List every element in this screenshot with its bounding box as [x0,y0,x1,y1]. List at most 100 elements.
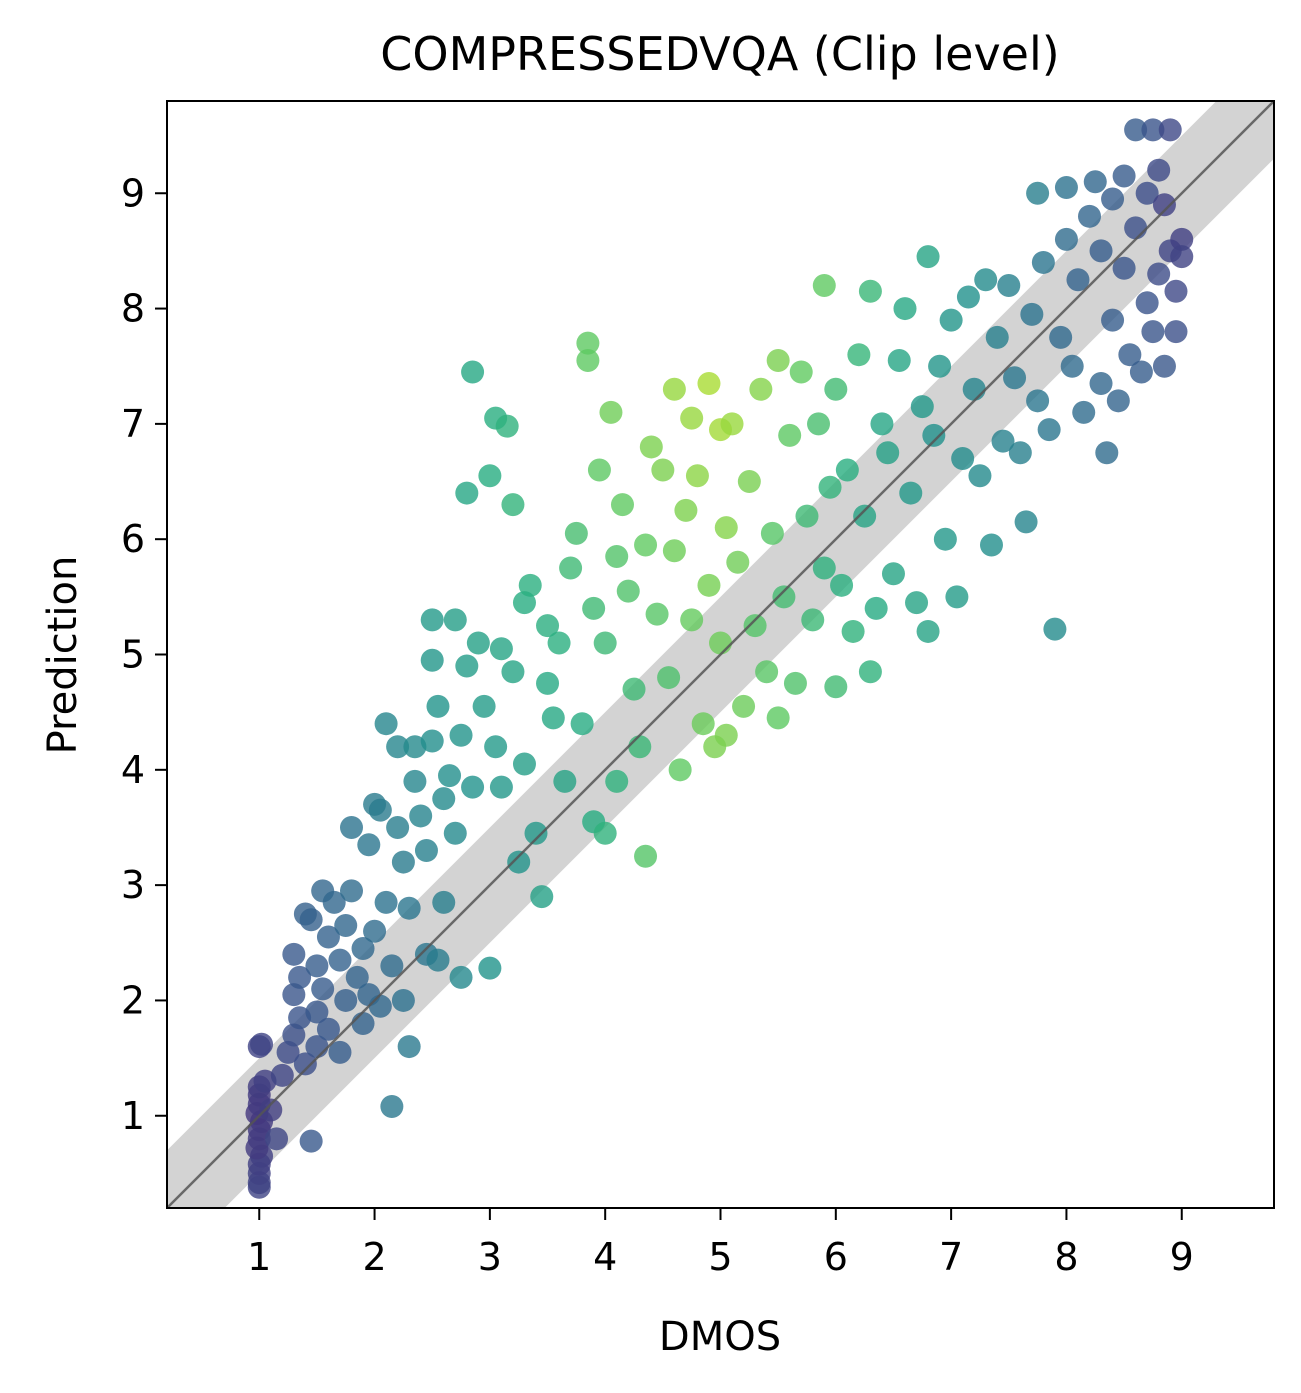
data-point [322,890,346,914]
data-point [340,815,363,839]
data-point [501,493,525,517]
data-point [945,585,969,609]
data-point [824,377,848,401]
data-point [755,660,779,684]
data-point [1089,239,1113,263]
y-tick-label: 1 [121,1094,145,1138]
data-point [893,297,917,321]
data-point [887,348,911,372]
data-point [1152,193,1176,217]
data-point [386,735,410,759]
data-point [334,988,358,1012]
data-point [455,654,479,678]
y-tick-label: 4 [121,748,145,792]
data-point [414,839,438,863]
data-point [282,942,306,966]
chart-title: COMPRESSEDVQA (Clip level) [380,27,1059,81]
data-point [478,464,502,488]
data-point [997,274,1021,297]
data-point [766,348,790,372]
data-point [1095,441,1119,465]
data-point [472,694,496,718]
data-point [985,325,1009,349]
y-tick-label: 2 [121,978,145,1022]
data-point [587,458,611,482]
data-point [449,965,473,989]
data-point [288,965,312,989]
data-point [818,475,842,499]
data-point [662,539,686,563]
data-point [709,631,732,655]
data-point [559,556,583,580]
data-point [824,675,848,699]
data-point [328,1040,352,1064]
y-axis-label: Prediction [40,556,86,755]
data-point [628,735,652,759]
data-point [599,400,623,424]
data-point [340,879,363,903]
data-point [316,925,340,949]
data-point [1026,389,1050,413]
x-tick-label: 8 [1054,1235,1078,1279]
identity-line [167,101,1274,1208]
data-point [461,360,485,384]
data-point [351,1012,375,1035]
data-point [432,787,456,811]
data-point [916,245,940,269]
data-point [1043,617,1067,641]
data-point [1054,175,1078,199]
data-point [1020,302,1044,326]
data-point [1170,227,1194,251]
data-point [1066,268,1090,292]
data-point [305,1000,329,1024]
data-point [1147,262,1171,286]
data-point [1141,118,1165,142]
data-point [397,896,421,920]
plot-area [167,101,1274,1208]
data-point [639,435,663,459]
data-point [403,735,427,759]
data-point [979,533,1003,557]
data-point [760,521,784,545]
data-point [259,1098,283,1122]
data-points [245,118,1194,1199]
data-point [536,614,560,638]
data-point [691,712,715,736]
data-point [910,395,934,419]
data-point [974,268,998,292]
data-point [858,279,882,303]
data-point [991,429,1015,453]
data-point [1089,372,1113,396]
data-point [916,619,940,643]
data-point [783,671,807,695]
data-point [737,470,761,494]
data-point [1124,118,1148,142]
data-point [374,712,398,736]
data-point [530,885,554,909]
data-point [772,585,796,609]
data-point [1101,308,1125,332]
data-point [541,706,565,730]
data-point [697,372,721,396]
data-point [536,671,560,695]
data-point [409,804,433,828]
data-point [645,602,669,626]
data-point [1054,227,1078,251]
data-point [386,815,410,839]
data-point [1008,441,1032,465]
data-point [253,1069,277,1093]
y-tick-label: 3 [121,863,145,907]
data-point [1112,164,1136,188]
data-point [276,1040,300,1064]
data-point [420,648,444,672]
data-point [1141,320,1165,344]
y-tick-label: 8 [121,287,145,331]
data-point [403,769,427,793]
data-point [1164,279,1188,303]
data-point [299,908,323,932]
data-point [1112,256,1136,280]
data-point [518,573,542,597]
data-point [968,464,992,488]
data-point [680,406,704,430]
data-point [466,631,490,655]
